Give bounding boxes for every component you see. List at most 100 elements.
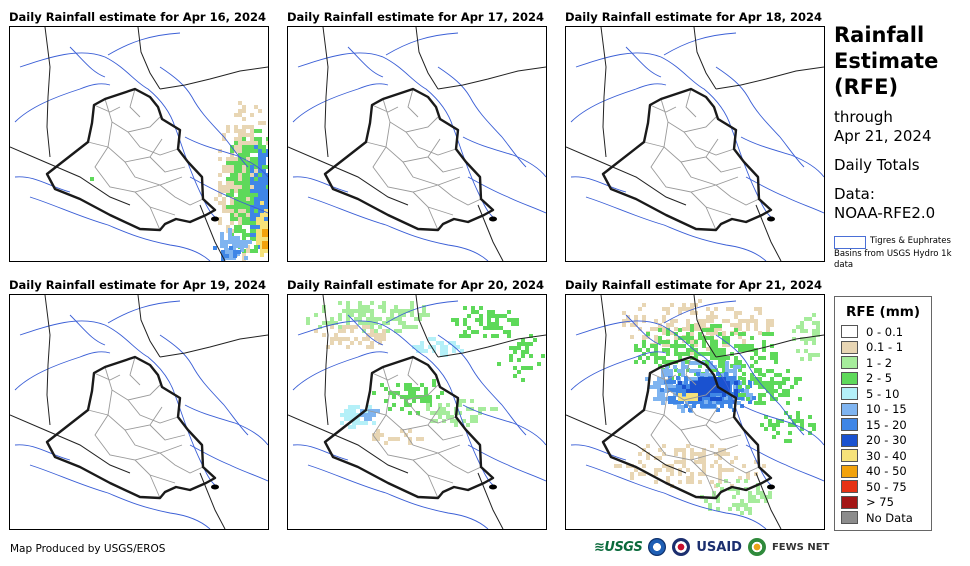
gulf-coast-marker — [489, 216, 497, 222]
rain-cell — [642, 360, 646, 364]
rain-cell — [404, 399, 408, 403]
rain-cell — [748, 511, 752, 515]
rain-cell — [748, 499, 752, 503]
rain-cell — [694, 385, 698, 389]
rain-cell — [242, 105, 246, 109]
rain-cell — [398, 329, 402, 333]
rain-cell — [702, 385, 706, 389]
province-boundary — [372, 146, 439, 193]
rain-cell — [262, 149, 266, 153]
rain-cell — [710, 331, 714, 335]
province-boundary — [107, 389, 163, 431]
rain-cell — [694, 323, 698, 327]
rain-cell — [722, 393, 726, 397]
rain-cell — [521, 366, 525, 370]
rain-cell — [618, 464, 622, 468]
rain-cell — [226, 165, 230, 169]
rain-cell — [804, 329, 808, 333]
rain-cell — [376, 409, 380, 413]
rain-cell — [356, 417, 360, 421]
rain-cell — [326, 321, 330, 325]
rain-cell — [330, 317, 334, 321]
rain-cell — [222, 169, 226, 173]
rain-cell — [710, 336, 714, 340]
rain-cell — [262, 229, 266, 233]
country-boundary — [715, 66, 824, 90]
rain-cell — [686, 468, 690, 472]
rain-cell — [718, 464, 722, 468]
rain-cell — [654, 348, 658, 352]
rain-cell — [698, 385, 702, 389]
rain-cell — [242, 213, 246, 217]
province-boundary — [412, 191, 454, 216]
rain-cell — [668, 380, 672, 384]
rain-cell — [242, 133, 246, 137]
province-boundary — [93, 372, 121, 381]
rain-cell — [756, 491, 760, 495]
rain-cell — [758, 401, 762, 405]
rain-cell — [770, 323, 774, 327]
rain-cell — [746, 323, 750, 327]
rain-cell — [674, 352, 678, 356]
rain-cell — [232, 244, 236, 248]
rain-cell — [690, 393, 694, 397]
rain-cell — [800, 427, 804, 431]
rain-cell — [503, 330, 507, 334]
rain-cell — [382, 329, 386, 333]
rain-cell — [474, 419, 478, 423]
rain-cell — [634, 348, 638, 352]
rain-cell — [782, 377, 786, 381]
rain-cell — [525, 366, 529, 370]
basin-legend-text: Tigres & Euphrates Basins from USGS Hydr… — [834, 236, 952, 270]
rain-cell — [490, 407, 494, 411]
province-boundary — [134, 191, 176, 216]
rain-cell — [718, 332, 722, 336]
rain-cell — [670, 319, 674, 323]
rain-cell — [702, 319, 706, 323]
rain-cell — [682, 460, 686, 464]
rain-cell — [702, 336, 706, 340]
rain-cell — [638, 472, 642, 476]
legend-item: 1 - 2 — [835, 355, 931, 371]
rain-cell — [491, 310, 495, 314]
rain-cell — [714, 340, 718, 344]
country-boundary — [693, 295, 717, 358]
rain-cell — [714, 327, 718, 331]
rain-cell — [262, 241, 266, 245]
rain-cell — [426, 407, 430, 411]
country-boundary — [477, 472, 504, 529]
rain-cell — [733, 373, 737, 377]
province-boundary — [87, 141, 109, 148]
rain-cell — [420, 437, 424, 441]
rain-cell — [681, 409, 685, 413]
rain-cell — [630, 476, 634, 480]
rain-cell — [262, 177, 266, 181]
rain-cell — [686, 323, 690, 327]
rain-cell — [238, 165, 242, 169]
rain-cell — [662, 348, 666, 352]
rain-cell — [456, 345, 460, 349]
rain-cell — [688, 408, 692, 412]
rain-cell — [250, 149, 254, 153]
rain-cell — [242, 129, 246, 133]
rain-cell — [338, 341, 342, 345]
rain-cell — [358, 301, 362, 305]
rain-cell — [690, 381, 694, 385]
rain-cell — [346, 317, 350, 321]
rain-cell — [406, 325, 410, 329]
rain-cell — [742, 464, 746, 468]
rain-cell — [662, 464, 666, 468]
rain-cell — [246, 185, 250, 189]
rain-cell — [714, 344, 718, 348]
rain-cell — [362, 325, 366, 329]
rain-cell — [658, 328, 662, 332]
rain-cell — [250, 217, 254, 221]
rain-cell — [788, 423, 792, 427]
rain-cell — [254, 201, 258, 205]
rain-cell — [722, 340, 726, 344]
rain-cell — [254, 213, 258, 217]
rain-cell — [352, 413, 356, 417]
rain-cell — [762, 373, 766, 377]
rain-cell — [674, 348, 678, 352]
